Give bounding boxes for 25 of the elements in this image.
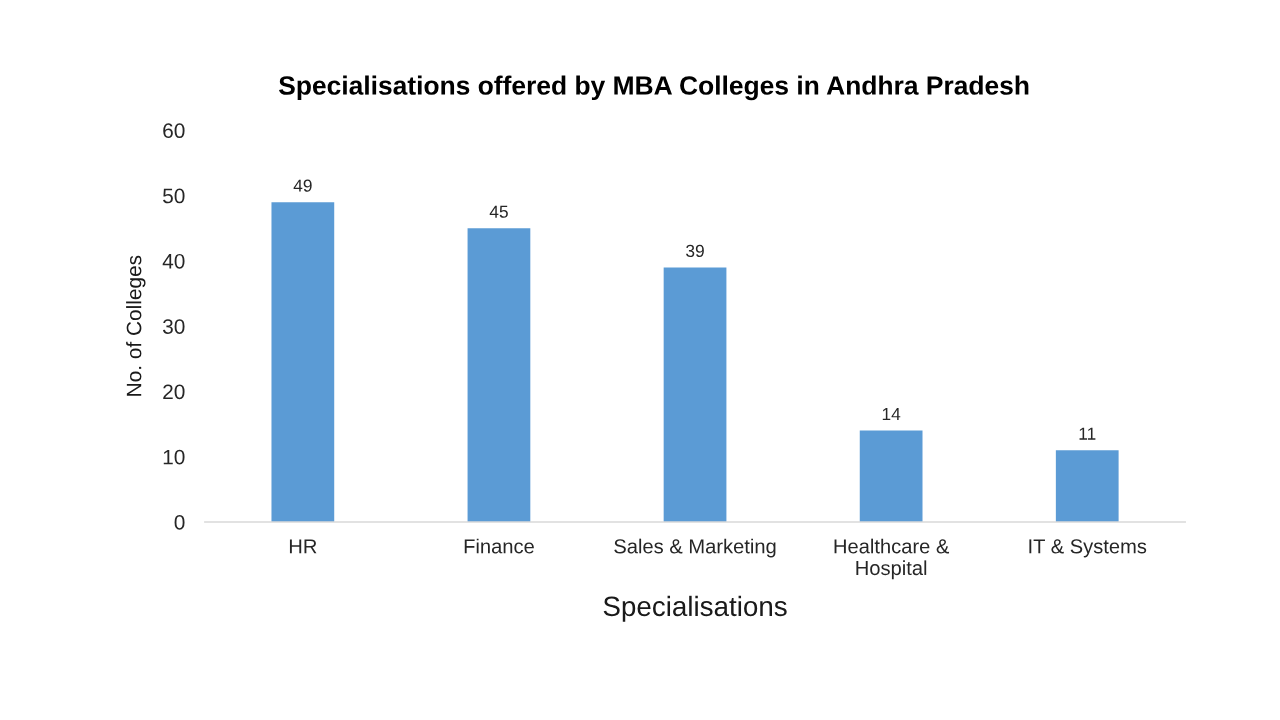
data-label: 11 [1079,427,1096,440]
y-tick-label: 50 [163,188,185,204]
x-tick-label: Finance [464,538,534,554]
x-tick-label: Sales & Marketing [614,538,776,558]
y-tick-label: 0 [174,515,185,530]
data-label: 14 [882,408,901,421]
y-tick-label: 20 [163,384,185,400]
bar [663,267,727,522]
y-tick-label: 60 [163,123,185,139]
data-label: 39 [686,244,704,258]
y-tick-label: 30 [162,319,185,334]
y-tick-label: 40 [162,253,185,269]
x-tick-label: Healthcare & Hospital [834,538,950,580]
data-label: 45 [489,205,508,218]
y-tick-label: 10 [163,449,185,465]
bar [859,430,923,522]
x-tick-label: IT & Systems [1029,539,1147,558]
bar [467,228,531,522]
x-tick-label: HR [289,539,317,554]
bar [1055,450,1119,522]
chart-title: Specialisations offered by MBA Colleges in Andhra Pradesh [278,75,1029,101]
x-axis-title: Specialisations [603,595,787,622]
bar [271,202,335,522]
y-axis-title: No. of Colleges [126,255,146,396]
data-label: 49 [293,179,312,192]
